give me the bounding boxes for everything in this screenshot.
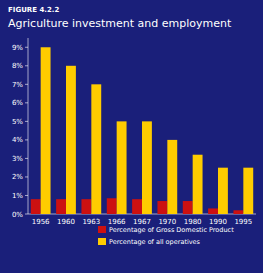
x-tick-label: 1963: [82, 218, 100, 226]
background: [0, 0, 263, 273]
x-tick-label: 1956: [32, 218, 50, 226]
bar: [243, 168, 253, 214]
bar: [208, 208, 218, 214]
x-tick-label: 1967: [133, 218, 151, 226]
y-tick: [25, 47, 28, 48]
y-tick-label: 2%: [12, 173, 23, 181]
legend-label: Percentage of all operatives: [109, 238, 201, 246]
bar: [41, 47, 51, 214]
y-tick-label: 1%: [12, 192, 23, 200]
y-tick: [25, 84, 28, 85]
y-tick: [25, 176, 28, 177]
y-tick: [25, 158, 28, 159]
bar: [218, 168, 228, 214]
legend-swatch: [98, 226, 106, 233]
bars: [31, 47, 253, 214]
y-tick-label: 9%: [12, 44, 23, 52]
bar: [56, 199, 66, 214]
y-tick: [25, 195, 28, 196]
legend-label: Percentage of Gross Domestic Product: [109, 226, 234, 234]
y-tick-label: 3%: [12, 155, 23, 163]
bar: [183, 201, 193, 214]
y-tick-label: 5%: [12, 118, 23, 126]
bar: [193, 155, 203, 214]
y-tick: [25, 214, 28, 215]
y-axis-line: [28, 38, 29, 214]
title: Agriculture investment and employment: [8, 17, 232, 30]
x-tick-label: 1960: [57, 218, 75, 226]
figure-label: FIGURE 4.2.2: [8, 6, 59, 14]
y-tick: [25, 102, 28, 103]
bar: [132, 199, 142, 214]
bar: [91, 84, 101, 214]
bar: [233, 210, 243, 214]
bar: [167, 140, 177, 214]
bar: [31, 199, 41, 214]
legend-swatch: [98, 238, 106, 245]
bar: [142, 121, 152, 214]
y-tick: [25, 121, 28, 122]
x-tick-label: 1995: [234, 218, 252, 226]
y-tick-label: 7%: [12, 81, 23, 89]
y-tick: [25, 139, 28, 140]
bar: [117, 121, 127, 214]
y-tick-label: 8%: [12, 62, 23, 70]
x-tick-label: 1966: [108, 218, 126, 226]
x-tick-label: 1990: [209, 218, 227, 226]
y-tick: [25, 65, 28, 66]
x-tick-label: 1970: [158, 218, 176, 226]
bar: [157, 201, 167, 214]
bar: [107, 198, 117, 214]
x-tick-label: 1980: [184, 218, 202, 226]
y-tick-label: 6%: [12, 99, 23, 107]
bar: [66, 66, 76, 214]
y-tick-label: 0%: [12, 211, 23, 219]
y-tick-label: 4%: [12, 136, 23, 144]
bar: [81, 199, 91, 214]
